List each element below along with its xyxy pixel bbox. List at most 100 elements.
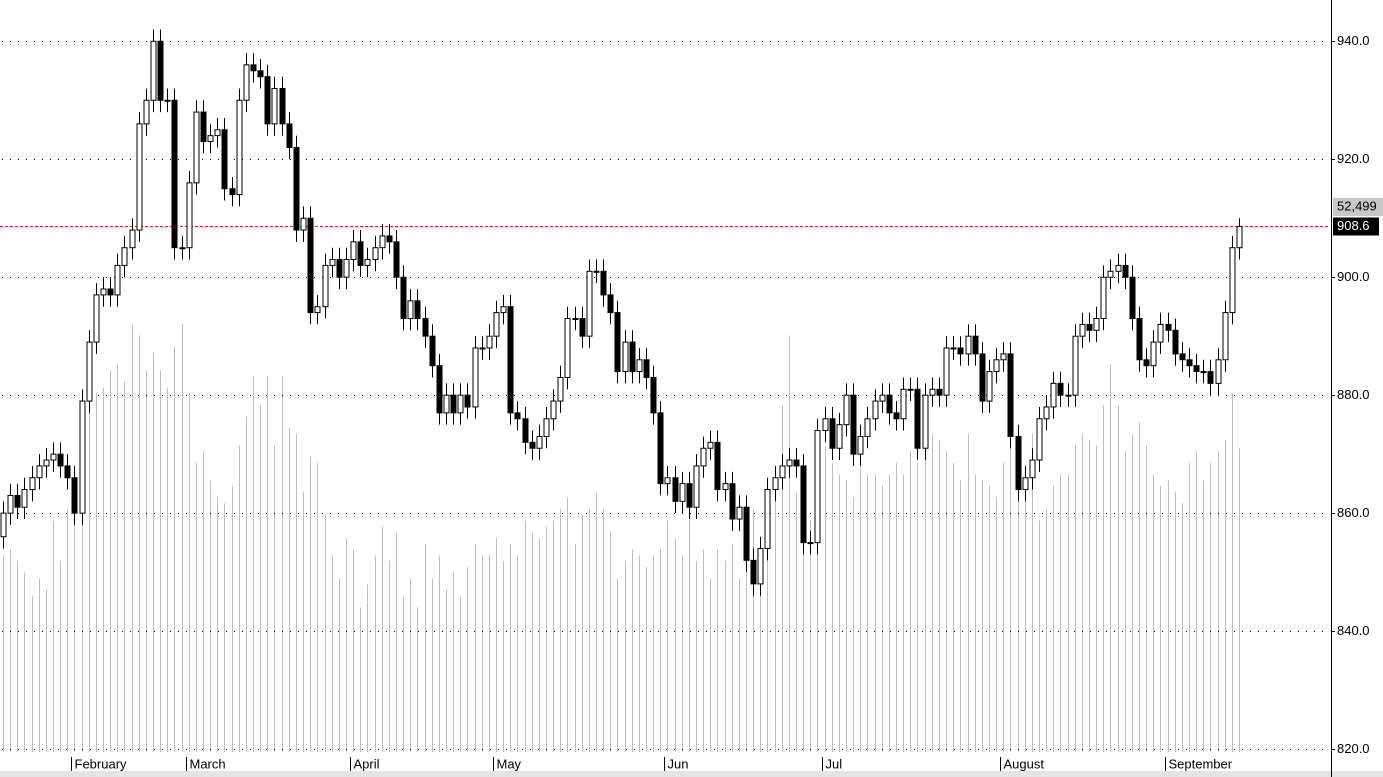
candle-body (243, 64, 250, 101)
y-tick-label: 820.0 (1337, 741, 1370, 756)
candle-body (579, 317, 586, 337)
candle-body (822, 418, 829, 432)
bottom-strip (0, 771, 1383, 777)
candle-body (1107, 270, 1114, 278)
candle-body (643, 359, 650, 378)
candle-body (257, 70, 264, 78)
candle-body (386, 235, 393, 243)
candle-body (1186, 359, 1193, 367)
candle-body (600, 270, 607, 296)
candle-body (372, 247, 379, 261)
candle-body (393, 241, 400, 278)
candle-body (664, 477, 671, 485)
candle-body (121, 247, 128, 266)
candle-body (529, 441, 536, 449)
candle-body (557, 376, 564, 402)
candle-body (679, 483, 686, 502)
candle-body (650, 376, 657, 414)
candle-body (1000, 353, 1007, 361)
candle-body (279, 87, 286, 125)
candle-body (107, 288, 114, 296)
price-flag (1333, 217, 1379, 236)
candle-body (43, 459, 50, 467)
candle-body (993, 359, 1000, 373)
candle-body (207, 135, 214, 143)
candle-body (750, 559, 757, 585)
candle-body (307, 217, 314, 314)
candle-body (1129, 276, 1136, 319)
candle-body (150, 40, 157, 101)
candle-body (764, 489, 771, 550)
candle-body (464, 394, 471, 408)
candle-body (986, 371, 993, 402)
candle-body (286, 123, 293, 148)
candle-body (1143, 359, 1150, 367)
candle-body (1165, 323, 1172, 331)
candle-body (1236, 225, 1243, 249)
y-tick-label: 900.0 (1337, 269, 1370, 284)
y-tick-label: 840.0 (1337, 623, 1370, 638)
candle-body (57, 453, 64, 467)
candle-body (943, 347, 950, 396)
candle-body (71, 477, 78, 514)
candle-body (757, 548, 764, 585)
candle-body (586, 270, 593, 337)
candle-body (229, 188, 236, 196)
candle-body (965, 335, 972, 355)
candle-body (1150, 341, 1157, 367)
axis-layer: 820.0 840.0 860.0 880.0 900.0 920.0 940.0 Febru… (71, 33, 1383, 771)
candle-body (21, 489, 28, 508)
candle-body (657, 412, 664, 485)
candle-body (1036, 418, 1043, 461)
candle-body (436, 365, 443, 414)
candle-body (1007, 353, 1014, 437)
candle-body (622, 341, 629, 373)
candle-body (786, 459, 793, 467)
candle-layer (0, 29, 1243, 596)
candle-body (772, 477, 779, 491)
candle-body (1136, 317, 1143, 361)
candle-body (486, 335, 493, 349)
candle-body (114, 264, 121, 296)
candle-body (836, 424, 843, 449)
candle-body (364, 259, 371, 266)
candle-body (93, 294, 100, 343)
candle-body (1222, 312, 1229, 361)
candle-body (736, 506, 743, 520)
candle-body (522, 418, 529, 443)
candle-body (1093, 317, 1100, 331)
candle-body (1115, 264, 1122, 272)
volume-layer (3, 323, 1240, 752)
candle-body (607, 294, 614, 314)
candle-body (636, 359, 643, 373)
candle-body (379, 235, 386, 249)
candle-body (50, 453, 57, 461)
candle-body (29, 477, 36, 491)
candle-body (972, 335, 979, 355)
x-tick-label: Jun (668, 756, 689, 771)
candle-body (1122, 264, 1129, 278)
candle-body (350, 241, 357, 261)
candle-body (164, 99, 171, 102)
candle-body (507, 306, 514, 414)
candle-body (672, 477, 679, 502)
candle-body (914, 388, 921, 449)
candle-body (979, 353, 986, 402)
candle-body (550, 400, 557, 420)
candle-body (293, 146, 300, 231)
candle-body (343, 259, 350, 278)
candle-body (879, 394, 886, 402)
candle-body (100, 288, 107, 296)
candle-body (872, 400, 879, 420)
candle-body (157, 40, 164, 101)
candle-body (357, 241, 364, 266)
candle-body (957, 347, 964, 355)
candle-body (1157, 323, 1164, 343)
y-tick-label: 860.0 (1337, 505, 1370, 520)
candle-body (779, 465, 786, 479)
x-tick-label: February (75, 756, 128, 771)
candle-body (129, 229, 136, 249)
candle-body (79, 400, 86, 514)
candle-body (807, 542, 814, 545)
